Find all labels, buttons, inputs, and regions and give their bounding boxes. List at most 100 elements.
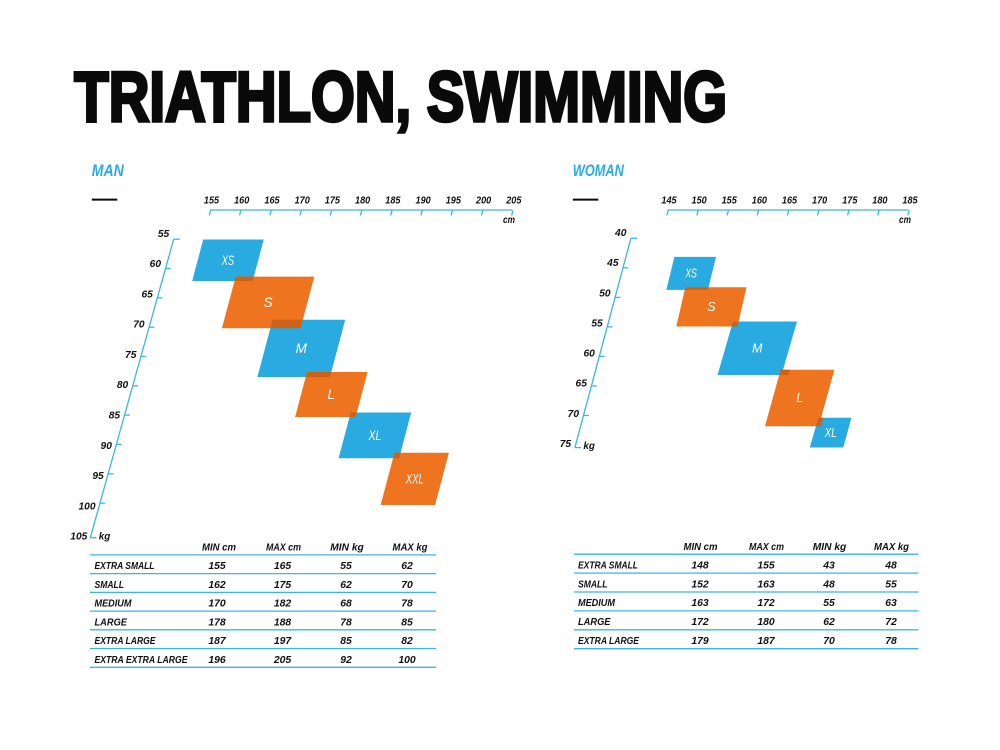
svg-text:XL: XL xyxy=(368,428,382,443)
svg-text:50: 50 xyxy=(599,288,611,299)
svg-text:SMALL: SMALL xyxy=(578,579,608,590)
svg-text:M: M xyxy=(752,342,763,356)
svg-text:175: 175 xyxy=(842,196,857,207)
svg-text:178: 178 xyxy=(208,617,226,628)
svg-text:48: 48 xyxy=(884,560,897,571)
svg-text:MIN kg: MIN kg xyxy=(813,542,847,553)
svg-text:40: 40 xyxy=(614,228,627,239)
svg-text:XXL: XXL xyxy=(405,472,424,487)
svg-text:cm: cm xyxy=(899,215,911,226)
svg-text:XL: XL xyxy=(824,426,837,440)
svg-text:179: 179 xyxy=(691,636,709,647)
svg-text:172: 172 xyxy=(757,598,775,609)
svg-text:162: 162 xyxy=(208,580,226,591)
svg-text:65: 65 xyxy=(576,379,588,390)
svg-text:EXTRA LARGE: EXTRA LARGE xyxy=(95,636,157,647)
svg-text:180: 180 xyxy=(355,196,370,207)
svg-text:78: 78 xyxy=(885,636,897,647)
svg-text:188: 188 xyxy=(274,617,292,628)
svg-text:43: 43 xyxy=(822,560,835,571)
svg-text:155: 155 xyxy=(208,561,226,572)
svg-text:S: S xyxy=(264,295,273,310)
svg-text:170: 170 xyxy=(295,196,310,207)
svg-text:182: 182 xyxy=(274,599,292,610)
svg-text:MEDIUM: MEDIUM xyxy=(95,599,132,610)
svg-text:180: 180 xyxy=(872,196,887,207)
svg-text:kg: kg xyxy=(583,441,595,452)
svg-text:cm: cm xyxy=(503,215,515,226)
svg-text:70: 70 xyxy=(401,580,413,591)
svg-text:M: M xyxy=(296,341,308,356)
svg-text:145: 145 xyxy=(661,196,676,207)
svg-text:190: 190 xyxy=(416,196,431,207)
svg-text:68: 68 xyxy=(340,599,352,610)
svg-text:78: 78 xyxy=(401,599,413,610)
svg-text:92: 92 xyxy=(340,655,352,666)
svg-text:MAX cm: MAX cm xyxy=(749,542,784,553)
svg-text:EXTRA SMALL: EXTRA SMALL xyxy=(95,561,155,572)
svg-text:200: 200 xyxy=(475,196,491,207)
svg-text:160: 160 xyxy=(752,196,767,207)
svg-text:55: 55 xyxy=(340,561,352,572)
svg-text:90: 90 xyxy=(101,441,113,452)
svg-text:82: 82 xyxy=(401,636,413,647)
svg-text:85: 85 xyxy=(401,617,413,628)
svg-text:MEDIUM: MEDIUM xyxy=(578,598,615,609)
svg-text:kg: kg xyxy=(99,531,111,542)
svg-text:163: 163 xyxy=(757,579,775,590)
svg-text:75: 75 xyxy=(125,350,137,361)
svg-text:175: 175 xyxy=(274,580,292,591)
svg-text:187: 187 xyxy=(757,636,776,647)
svg-text:148: 148 xyxy=(691,560,709,571)
svg-text:187: 187 xyxy=(208,636,227,647)
svg-text:196: 196 xyxy=(208,655,226,666)
svg-text:105: 105 xyxy=(70,532,87,543)
svg-text:195: 195 xyxy=(446,196,461,207)
svg-text:180: 180 xyxy=(757,617,775,628)
svg-text:65: 65 xyxy=(141,289,153,300)
svg-text:SMALL: SMALL xyxy=(95,580,125,591)
svg-text:165: 165 xyxy=(264,196,279,207)
svg-text:205: 205 xyxy=(273,655,292,666)
svg-text:165: 165 xyxy=(274,561,292,572)
svg-text:LARGE: LARGE xyxy=(578,617,611,628)
svg-text:MIN cm: MIN cm xyxy=(202,543,236,554)
svg-text:48: 48 xyxy=(822,579,835,590)
svg-text:80: 80 xyxy=(117,380,129,391)
svg-text:S: S xyxy=(707,300,716,314)
svg-text:170: 170 xyxy=(812,196,827,207)
svg-text:165: 165 xyxy=(782,196,797,207)
svg-text:62: 62 xyxy=(340,580,352,591)
svg-text:60: 60 xyxy=(150,259,162,270)
svg-text:85: 85 xyxy=(109,411,121,422)
svg-text:150: 150 xyxy=(692,196,707,207)
svg-text:155: 155 xyxy=(204,196,219,207)
svg-text:45: 45 xyxy=(606,258,619,269)
svg-text:85: 85 xyxy=(340,636,352,647)
svg-text:100: 100 xyxy=(398,655,416,666)
svg-text:100: 100 xyxy=(79,501,96,512)
svg-text:MIN cm: MIN cm xyxy=(684,542,718,553)
svg-text:XS: XS xyxy=(685,267,698,281)
svg-text:EXTRA LARGE: EXTRA LARGE xyxy=(578,636,640,647)
svg-text:EXTRA SMALL: EXTRA SMALL xyxy=(578,560,638,571)
svg-text:TRIATHLON, SWIMMING: TRIATHLON, SWIMMING xyxy=(74,57,727,137)
svg-text:60: 60 xyxy=(583,349,595,360)
svg-text:155: 155 xyxy=(757,560,775,571)
svg-text:55: 55 xyxy=(823,598,835,609)
svg-text:163: 163 xyxy=(691,598,709,609)
svg-text:55: 55 xyxy=(158,229,170,240)
svg-text:WOMAN: WOMAN xyxy=(573,161,625,180)
svg-text:152: 152 xyxy=(691,579,709,590)
svg-text:62: 62 xyxy=(401,561,413,572)
svg-text:62: 62 xyxy=(823,617,835,628)
svg-text:78: 78 xyxy=(340,617,352,628)
svg-text:205: 205 xyxy=(505,196,521,207)
svg-text:L: L xyxy=(328,387,336,402)
svg-text:MAN: MAN xyxy=(92,161,125,180)
svg-text:170: 170 xyxy=(208,599,226,610)
svg-text:197: 197 xyxy=(274,636,293,647)
svg-text:63: 63 xyxy=(885,598,897,609)
svg-text:XS: XS xyxy=(221,253,234,268)
svg-text:MIN kg: MIN kg xyxy=(330,543,364,554)
